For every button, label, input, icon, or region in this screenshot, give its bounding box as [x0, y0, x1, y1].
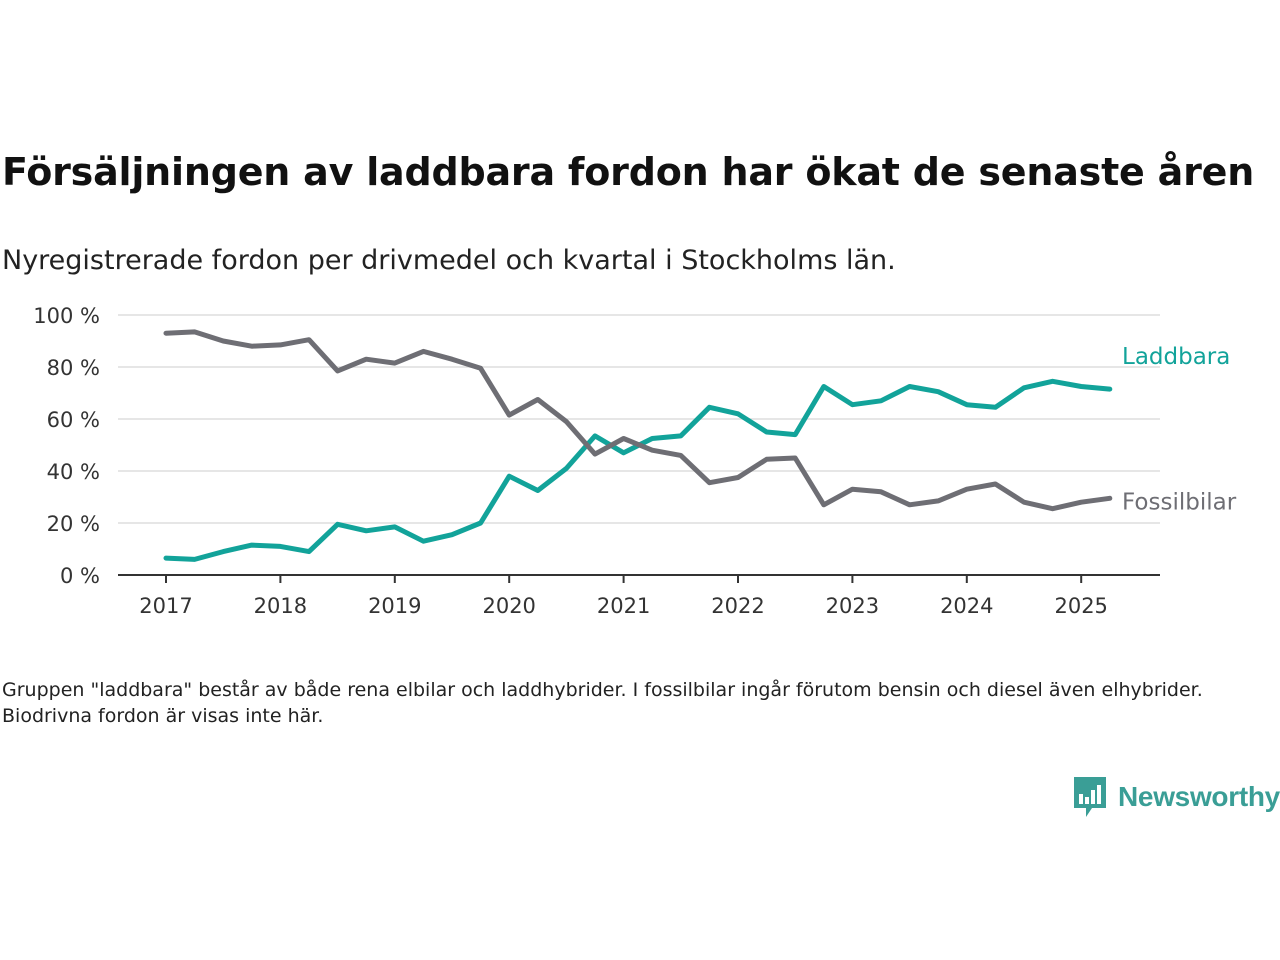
x-tick-label: 2020	[482, 594, 535, 618]
series-labels: Laddbara Fossilbilar	[1122, 344, 1237, 515]
series-line-fossilbilar	[163, 329, 1113, 512]
x-tick-label: 2023	[826, 594, 879, 618]
series-label-laddbara: Laddbara	[1122, 344, 1230, 370]
grid-lines	[118, 314, 1160, 576]
x-tick-label: 2018	[254, 594, 307, 618]
y-tick-label: 0 %	[60, 564, 100, 588]
chart-subtitle: Nyregistrerade fordon per drivmedel och …	[2, 245, 896, 276]
chart-title: Försäljningen av laddbara fordon har öka…	[2, 150, 1255, 194]
series-label-fossilbilar: Fossilbilar	[1122, 489, 1237, 515]
footnote: Gruppen "laddbara" består av både rena e…	[2, 679, 1203, 727]
series-lines	[163, 329, 1113, 562]
y-tick-label: 100 %	[33, 304, 100, 328]
x-tick-label: 2022	[711, 594, 764, 618]
x-tick-label: 2024	[940, 594, 993, 618]
line-chart: 0 % 20 % 40 % 60 % 80 % 100 % 2017 2018 2019 202…	[33, 304, 1237, 618]
y-tick-label: 20 %	[47, 512, 100, 536]
y-tick-label: 40 %	[47, 460, 100, 484]
x-tick-label: 2019	[368, 594, 421, 618]
bar-chart-speech-bubble-icon	[1074, 777, 1106, 817]
y-tick-label: 80 %	[47, 356, 100, 380]
y-tick-label: 60 %	[47, 408, 100, 432]
newsworthy-logo[interactable]: Newsworthy	[1072, 775, 1280, 819]
x-tick-label: 2017	[139, 594, 192, 618]
x-axis-ticks: 2017 2018 2019 2020 2021 2022 2023 2024 2025	[139, 575, 1108, 618]
logo-text: Newsworthy	[1118, 781, 1280, 812]
x-tick-label: 2025	[1054, 594, 1107, 618]
x-tick-label: 2021	[597, 594, 650, 618]
y-axis-ticks: 0 % 20 % 40 % 60 % 80 % 100 %	[33, 304, 100, 588]
